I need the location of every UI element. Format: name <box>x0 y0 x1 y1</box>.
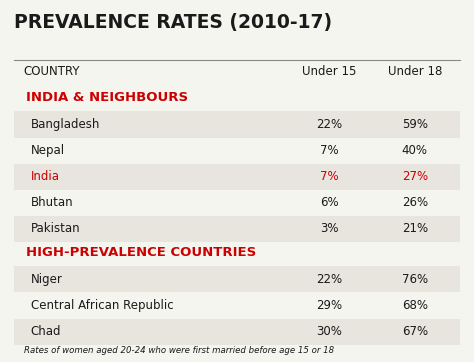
Text: INDIA & NEIGHBOURS: INDIA & NEIGHBOURS <box>26 92 188 105</box>
Text: 26%: 26% <box>401 196 428 209</box>
Text: 27%: 27% <box>401 170 428 183</box>
Text: Chad: Chad <box>31 325 61 338</box>
Text: Bangladesh: Bangladesh <box>31 118 100 131</box>
Text: 67%: 67% <box>401 325 428 338</box>
Text: Under 15: Under 15 <box>302 66 356 79</box>
Text: 59%: 59% <box>402 118 428 131</box>
Text: 30%: 30% <box>317 325 342 338</box>
Text: 6%: 6% <box>320 196 339 209</box>
Text: 76%: 76% <box>401 273 428 286</box>
Text: 22%: 22% <box>316 273 343 286</box>
FancyBboxPatch shape <box>14 111 460 138</box>
FancyBboxPatch shape <box>14 292 460 319</box>
Text: Bhutan: Bhutan <box>31 196 73 209</box>
FancyBboxPatch shape <box>14 266 460 292</box>
Text: Niger: Niger <box>31 273 63 286</box>
FancyBboxPatch shape <box>14 164 460 190</box>
Text: 21%: 21% <box>401 222 428 235</box>
FancyBboxPatch shape <box>14 87 460 111</box>
FancyBboxPatch shape <box>14 319 460 345</box>
Text: 22%: 22% <box>316 118 343 131</box>
Text: HIGH-PREVALENCE COUNTRIES: HIGH-PREVALENCE COUNTRIES <box>26 247 256 260</box>
Text: 3%: 3% <box>320 222 339 235</box>
Text: 40%: 40% <box>402 144 428 157</box>
FancyBboxPatch shape <box>14 190 460 216</box>
FancyBboxPatch shape <box>14 138 460 164</box>
Text: 7%: 7% <box>320 170 339 183</box>
Text: Pakistan: Pakistan <box>31 222 81 235</box>
Text: 29%: 29% <box>316 299 343 312</box>
Text: Rates of women aged 20-24 who were first married before age 15 or 18: Rates of women aged 20-24 who were first… <box>24 346 334 355</box>
Text: 68%: 68% <box>402 299 428 312</box>
Text: Nepal: Nepal <box>31 144 65 157</box>
FancyBboxPatch shape <box>14 216 460 242</box>
Text: Under 18: Under 18 <box>388 66 442 79</box>
Text: India: India <box>31 170 60 183</box>
Text: Central African Republic: Central African Republic <box>31 299 173 312</box>
Text: 7%: 7% <box>320 144 339 157</box>
Text: COUNTRY: COUNTRY <box>24 66 80 79</box>
Text: PREVALENCE RATES (2010-17): PREVALENCE RATES (2010-17) <box>14 13 332 31</box>
FancyBboxPatch shape <box>14 242 460 266</box>
